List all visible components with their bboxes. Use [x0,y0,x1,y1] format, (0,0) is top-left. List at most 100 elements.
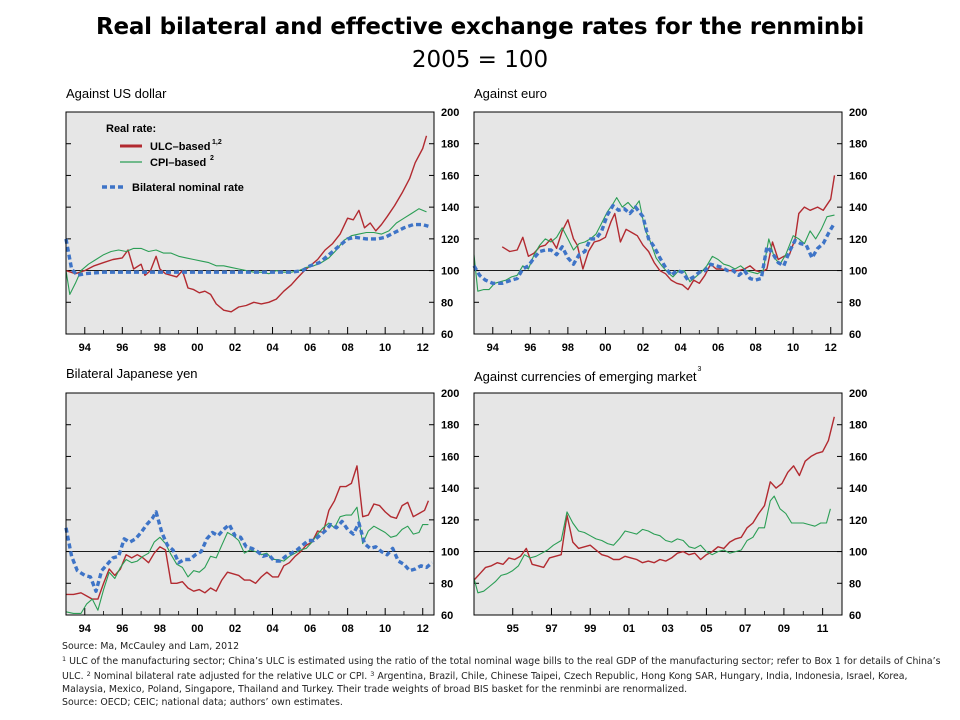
chart-title: Real bilateral and effective exchange ra… [95,14,865,40]
footnote-1-text: ULC of the manufacturing sector; China’s… [62,656,941,682]
panel-title-emerging: Against currencies of emerging market3 [474,366,701,384]
y-tick-label: 100 [441,547,459,559]
footnote-block: 1 ULC of the manufacturing sector; China… [62,653,942,696]
x-tick-label: 02 [637,342,649,354]
x-tick-label: 10 [379,342,391,354]
y-tick-label: 180 [849,420,867,432]
x-tick-label: 08 [750,342,762,354]
x-tick-label: 94 [487,342,500,354]
x-tick-label: 02 [229,342,241,354]
x-tick-label: 96 [524,342,536,354]
footnote-3-marker: 3 [370,670,375,678]
legend-ulc-sup: 1,2 [212,139,222,146]
footnote-2-text: Nominal bilateral rate adjusted for the … [90,671,371,682]
x-tick-label: 97 [545,623,557,635]
series-ulc-line [66,465,430,600]
legend-ulc-label: ULC–based [150,141,211,153]
x-tick-label: 00 [599,342,611,354]
x-tick-label: 01 [623,623,635,635]
y-tick-label: 180 [441,420,459,432]
x-tick-label: 09 [778,623,790,635]
legend-nominal-label: Bilateral nominal rate [132,182,244,194]
y-tick-label: 180 [849,139,867,151]
series-ulc-line [65,135,428,313]
source-note-2: Source: OECD; CEIC; national data; autho… [62,697,343,708]
x-tick-label: 12 [825,342,837,354]
y-tick-label: 140 [849,483,867,495]
x-tick-label: 07 [739,623,751,635]
x-tick-label: 96 [116,342,128,354]
series-nominal-line [64,222,429,277]
x-tick-label: 98 [154,342,166,354]
panel-title-euro: Against euro [474,86,547,101]
y-tick-label: 120 [441,234,459,246]
x-tick-label: 12 [417,623,429,635]
x-tick-label: 04 [266,623,279,635]
x-tick-label: 04 [674,342,687,354]
x-tick-label: 02 [229,623,241,635]
source-note-1: Source: Ma, McCauley and Lam, 2012 [62,641,240,652]
y-tick-label: 100 [849,547,867,559]
panel-title-emerging-text: Against currencies of emerging market [474,369,697,384]
x-tick-label: 06 [304,342,316,354]
x-tick-label: 94 [79,623,92,635]
plot-frame-3 [473,392,843,616]
y-tick-label: 80 [849,578,861,590]
y-tick-label: 100 [441,266,459,278]
panel-title-usd: Against US dollar [66,86,167,101]
y-tick-label: 100 [849,266,867,278]
y-tick-label: 140 [441,483,459,495]
series-ulc-line [501,175,836,291]
x-tick-label: 98 [154,623,166,635]
y-tick-label: 160 [441,170,459,182]
plot-frame-0 [65,111,435,335]
x-tick-label: 08 [342,623,354,635]
y-tick-label: 60 [441,329,453,341]
y-tick-label: 200 [441,388,459,400]
footnotes: Source: Ma, McCauley and Lam, 2012 1 ULC… [62,640,942,709]
x-tick-label: 06 [712,342,724,354]
footnote-3-text: Argentina, Brazil, Chile, Chinese Taipei… [62,671,908,695]
y-tick-label: 60 [441,610,453,622]
series-cpi-line [65,506,429,614]
series-cpi-line [473,495,831,594]
y-tick-label: 180 [441,139,459,151]
y-tick-label: 120 [849,515,867,527]
x-tick-label: 11 [817,623,829,635]
plot-area-1 [474,112,842,334]
plot-area-0 [66,112,434,334]
plot-frame-1 [473,111,843,335]
y-tick-label: 140 [849,202,867,214]
y-tick-label: 200 [849,107,867,119]
y-tick-label: 120 [849,234,867,246]
x-tick-label: 94 [79,342,92,354]
x-tick-label: 08 [342,342,354,354]
x-tick-label: 96 [116,623,128,635]
y-tick-label: 120 [441,515,459,527]
x-tick-label: 00 [191,342,203,354]
legend-header: Real rate: [106,123,156,135]
y-tick-label: 140 [441,202,459,214]
x-tick-label: 06 [304,623,316,635]
series-cpi-line [65,208,427,295]
footnote-2-marker: 2 [86,670,91,678]
series-ulc-line [473,416,835,581]
y-tick-label: 200 [441,107,459,119]
footnote-1-marker: 1 [62,655,67,663]
legend-cpi-label: CPI–based [150,157,206,169]
x-tick-label: 98 [562,342,574,354]
x-tick-label: 10 [787,342,799,354]
chart-subtitle: 2005 = 100 [411,47,549,73]
panel-title-emerging-sup: 3 [697,366,702,373]
y-tick-label: 80 [849,297,861,309]
panel-title-yen: Bilateral Japanese yen [66,366,198,381]
x-tick-label: 00 [191,623,203,635]
y-tick-label: 60 [849,329,861,341]
x-tick-label: 99 [584,623,596,635]
plot-area-3 [474,393,842,615]
y-tick-label: 160 [849,451,867,463]
x-tick-label: 12 [417,342,429,354]
x-tick-label: 05 [700,623,712,635]
legend-cpi-sup: 2 [210,155,214,162]
